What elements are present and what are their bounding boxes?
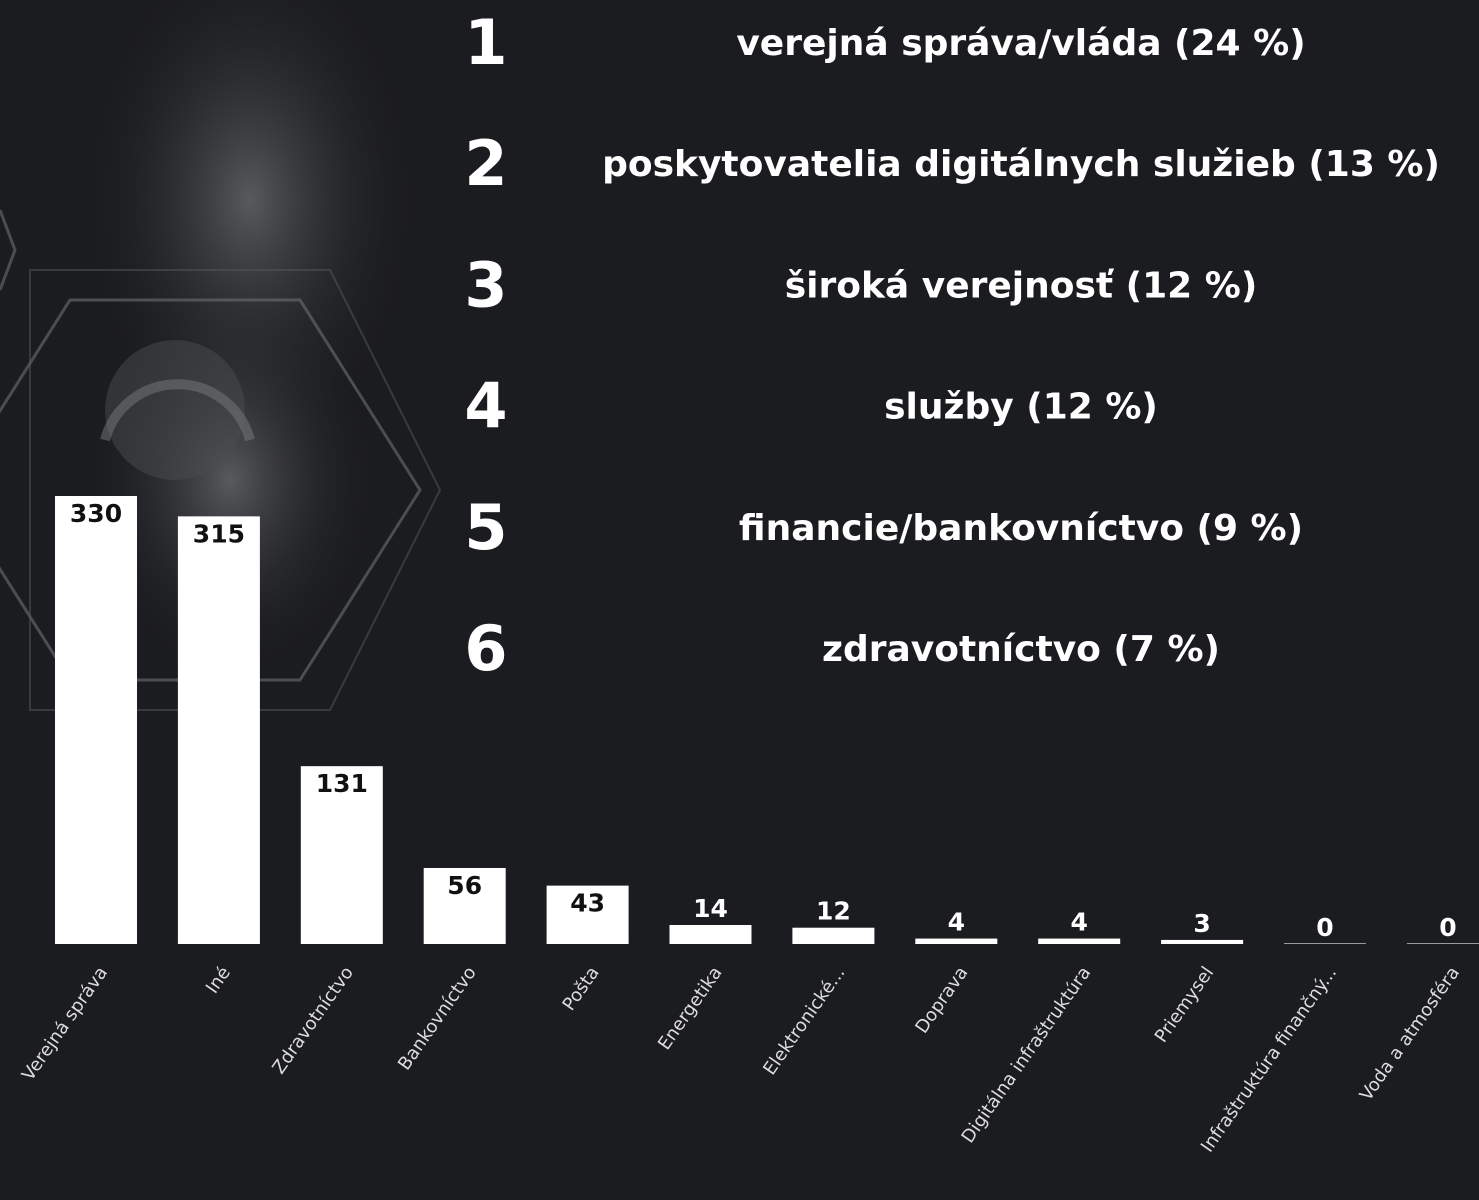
x-tick-label: Bankovníctvo <box>394 963 481 1074</box>
value-label: 14 <box>693 894 728 923</box>
rank-number: 2 <box>464 127 507 200</box>
rank-text: zdravotníctvo (7 %) <box>822 629 1220 670</box>
rank-number: 3 <box>464 248 507 321</box>
x-tick-label: Digitálna infraštruktúra <box>957 963 1095 1147</box>
bar <box>670 925 752 944</box>
value-label: 4 <box>1070 908 1087 937</box>
value-label: 12 <box>816 897 851 926</box>
value-label: 0 <box>1439 913 1456 942</box>
x-tick-label: Priemysel <box>1151 963 1218 1047</box>
rank-number: 1 <box>464 6 507 79</box>
x-tick-label: Verejná správa <box>18 963 112 1085</box>
bar <box>915 939 997 944</box>
rank-text: služby (12 %) <box>884 387 1158 428</box>
value-label: 330 <box>70 499 122 528</box>
rank-number: 4 <box>464 370 507 443</box>
x-tick-label: Zdravotníctvo <box>268 963 357 1078</box>
value-label: 315 <box>193 519 245 548</box>
rank-text: financie/bankovníctvo (9 %) <box>739 508 1303 549</box>
x-tick-label: Pošta <box>559 963 604 1015</box>
value-label: 43 <box>570 889 605 918</box>
infographic: 1 verejná správa/vláda (24 %) 2 poskytovate… <box>0 0 1479 1200</box>
bar <box>1161 940 1243 944</box>
x-tick-label: Voda a atmosféra <box>1356 963 1464 1105</box>
value-label: 4 <box>948 908 965 937</box>
bar <box>178 516 260 944</box>
value-label: 131 <box>316 769 368 798</box>
x-tick-label: Energetika <box>654 963 727 1054</box>
rank-number: 5 <box>464 491 507 564</box>
value-label: 56 <box>447 871 482 900</box>
x-tick-label: Infraštruktúra finančný... <box>1197 963 1341 1157</box>
value-label: 3 <box>1193 909 1210 938</box>
rank-number: 6 <box>464 612 507 685</box>
bar <box>792 928 874 944</box>
bar <box>55 496 137 944</box>
value-label: 0 <box>1316 913 1333 942</box>
rank-text: verejná správa/vláda (24 %) <box>736 23 1305 64</box>
x-tick-label: Iné <box>202 963 235 998</box>
page: 1 verejná správa/vláda (24 %) 2 poskytovate… <box>0 0 1479 1200</box>
rank-text: široká verejnosť (12 %) <box>785 265 1258 306</box>
bar <box>1038 939 1120 944</box>
x-tick-label: Elektronické... <box>759 963 849 1079</box>
rank-text: poskytovatelia digitálnych služieb (13 %… <box>602 144 1440 185</box>
x-tick-label: Doprava <box>911 963 972 1038</box>
